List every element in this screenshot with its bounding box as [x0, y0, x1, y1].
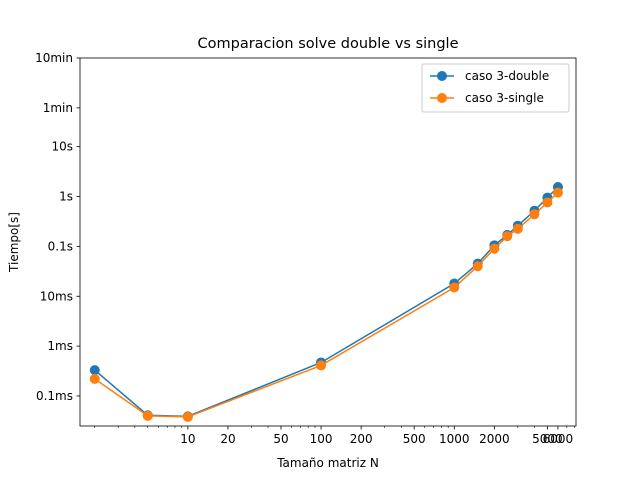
- data-point: [502, 231, 513, 242]
- y-tick-label: 0.1ms: [36, 389, 73, 403]
- x-tick-label: 6000: [543, 432, 574, 446]
- data-point: [182, 411, 193, 422]
- data-point: [449, 282, 460, 293]
- y-tick-label: 10ms: [40, 289, 73, 303]
- legend-label-single: caso 3-single: [465, 91, 544, 105]
- data-point: [89, 365, 100, 376]
- plot-series: [89, 182, 563, 422]
- x-tick-label: 1000: [439, 432, 470, 446]
- data-point: [512, 223, 523, 234]
- plot-frame: [79, 57, 577, 427]
- x-tick-label: 10: [180, 432, 195, 446]
- y-tick-label: 1s: [59, 190, 73, 204]
- y-tick-label: 1min: [43, 101, 73, 115]
- x-tick-label: 2000: [479, 432, 510, 446]
- data-point: [89, 373, 100, 384]
- x-tick-label: 50: [273, 432, 288, 446]
- data-point: [472, 261, 483, 272]
- y-axis-ticks: 0.1ms 1ms 10ms 0.1s 1s 10s 1min 10min: [35, 51, 80, 403]
- data-point: [316, 360, 327, 371]
- legend-marker-single: [437, 93, 447, 103]
- y-tick-label: 0.1s: [48, 239, 73, 253]
- chart-title: Comparacion solve double vs single: [198, 36, 459, 52]
- legend: caso 3-double caso 3-single: [421, 63, 570, 113]
- x-tick-label: 200: [350, 432, 373, 446]
- y-tick-label: 10min: [35, 51, 73, 65]
- data-point: [552, 187, 563, 198]
- x-tick-label: 5000: [532, 432, 563, 446]
- y-tick-label: 10s: [51, 140, 73, 154]
- y-axis-label: Tiempo[s]: [7, 212, 21, 273]
- data-point: [529, 209, 540, 220]
- legend-box: [421, 63, 570, 113]
- data-point: [489, 243, 500, 254]
- y-tick-label: 1ms: [47, 339, 73, 353]
- legend-label-double: caso 3-double: [465, 69, 549, 83]
- data-point: [542, 197, 553, 208]
- legend-marker-double: [437, 71, 447, 81]
- data-point: [142, 410, 153, 421]
- x-tick-label: 500: [403, 432, 426, 446]
- x-tick-label: 20: [220, 432, 235, 446]
- x-axis-label: Tamaño matriz N: [276, 456, 379, 470]
- x-tick-label: 100: [310, 432, 333, 446]
